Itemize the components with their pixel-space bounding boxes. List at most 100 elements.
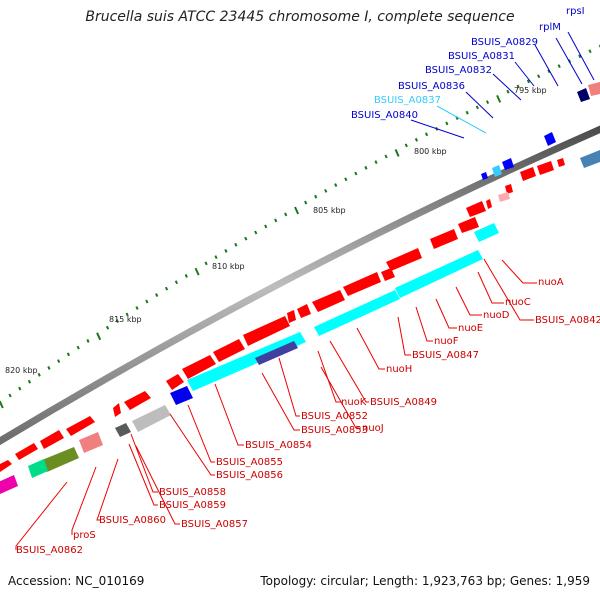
kbp-tick xyxy=(588,49,592,54)
kbp-tick xyxy=(66,352,71,357)
kbp-tick xyxy=(145,299,149,304)
forward-strand-genes xyxy=(0,82,600,472)
cog-bar-navy xyxy=(255,341,298,365)
kbp-tick xyxy=(155,293,159,297)
kbp-tick xyxy=(194,267,200,276)
kbp-tick xyxy=(344,177,348,182)
kbp-tick xyxy=(314,194,318,199)
chromosome-backbone xyxy=(0,125,600,446)
cog-bars xyxy=(0,150,600,494)
gene-label-bsuis-a0853: BSUIS_A0853 xyxy=(301,425,368,436)
kbp-tick xyxy=(76,345,80,350)
gene-arrow xyxy=(166,374,184,390)
kbp-tick xyxy=(374,160,378,165)
gene-arrow xyxy=(502,158,514,170)
gene-arrow xyxy=(243,316,290,346)
kbp-tick xyxy=(526,79,531,84)
kbp-tick xyxy=(254,230,258,235)
gene-label-bsuis-a0858: BSUIS_A0858 xyxy=(159,487,226,498)
kbp-tick xyxy=(578,54,582,59)
gene-label-bsuis-a0856: BSUIS_A0856 xyxy=(216,470,283,481)
gene-label-bsuis-a0855: BSUIS_A0855 xyxy=(216,457,283,468)
map-title: Brucella suis ATCC 23445 chromosome I, c… xyxy=(85,9,515,25)
kbp-tick xyxy=(364,165,368,170)
cog-bar-blue xyxy=(170,386,193,405)
kbp-tick xyxy=(496,94,502,103)
gene-arrow xyxy=(466,201,486,217)
cog-bar-darkgray xyxy=(115,423,131,437)
gene-arrow xyxy=(577,88,590,102)
kbp-tick xyxy=(414,137,419,142)
gene-label-bsuis-a0831: BSUIS_A0831 xyxy=(448,51,515,62)
kbp-tick xyxy=(274,218,278,223)
kbp-tick xyxy=(86,339,90,343)
cog-bar-magenta xyxy=(0,475,18,494)
kbp-tick xyxy=(475,105,479,110)
gene-arrow xyxy=(386,248,422,271)
gene-label-nuoA: nuoA xyxy=(538,277,564,288)
kbp-tick xyxy=(57,359,61,364)
kbp-tick xyxy=(204,261,208,266)
cog-bar-cyan xyxy=(395,250,483,298)
kbp-tick xyxy=(37,372,41,377)
kbp-tick xyxy=(547,69,551,74)
cog-bar-green xyxy=(28,459,48,478)
kbp-tick xyxy=(125,312,129,317)
kbp-tick xyxy=(264,224,268,229)
gene-arrow xyxy=(40,430,64,449)
kbp-tick xyxy=(445,121,449,126)
gene-arrow xyxy=(213,339,245,362)
gene-label-bsuis-a0842: BSUIS_A0842 xyxy=(535,315,600,326)
gene-label-nuoJ: nuoJ xyxy=(362,423,384,434)
gene-arrow xyxy=(544,132,556,146)
kbp-tick xyxy=(47,366,51,370)
gene-arrow xyxy=(113,403,121,417)
kbp-tick xyxy=(164,286,169,291)
kbp-tick xyxy=(334,183,338,187)
gene-arrow xyxy=(557,158,565,167)
scale-label: 800 kbp xyxy=(414,147,447,156)
gene-label-bsuis-a0859: BSUIS_A0859 xyxy=(159,500,226,511)
scale-label: 795 kbp xyxy=(514,86,547,95)
kbp-tick xyxy=(506,89,510,94)
kbp-tick xyxy=(174,280,179,285)
scale-label: 820 kbp xyxy=(5,366,38,375)
cog-bar-cyan xyxy=(314,290,400,336)
gene-arrow xyxy=(343,272,381,296)
cog-bar-olive xyxy=(42,447,79,472)
gene-label-bsuis-a0854: BSUIS_A0854 xyxy=(245,440,312,451)
kbp-tick xyxy=(27,379,32,384)
kbp-tick xyxy=(115,319,119,323)
gene-arrow xyxy=(287,310,296,323)
scale-labels: 795 kbp 800 kbp 805 kbp 810 kbp 815 kbp … xyxy=(5,86,547,375)
gene-arrow xyxy=(182,355,216,379)
kbp-tick xyxy=(465,110,469,115)
kbp-tick xyxy=(557,64,561,69)
accession-text: Accession: NC_010169 xyxy=(8,574,145,588)
cog-bar-gray xyxy=(132,405,171,432)
gene-label-nuoC: nuoC xyxy=(505,297,531,308)
kbp-tick xyxy=(184,274,188,278)
gene-label-nuoF: nuoF xyxy=(434,336,459,347)
gene-arrow xyxy=(588,82,600,96)
gene-label-proS: proS xyxy=(73,530,96,541)
kbp-tick xyxy=(516,84,520,89)
kbp-tick xyxy=(384,154,388,159)
gene-label-nuoK: nuoK xyxy=(341,397,367,408)
gene-arrow xyxy=(430,229,458,249)
label-leader-lines xyxy=(15,31,595,550)
gene-label-bsuis-a0857: BSUIS_A0857 xyxy=(181,519,248,530)
kbp-tick xyxy=(96,332,102,341)
kbp-tick xyxy=(0,400,4,409)
gene-arrow xyxy=(505,184,513,194)
kbp-tick xyxy=(394,149,400,157)
kbp-tick xyxy=(294,206,300,215)
kbp-tick xyxy=(18,386,22,391)
kbp-tick xyxy=(304,200,308,205)
gene-label-bsuis-a0849: BSUIS_A0849 xyxy=(370,397,437,408)
scale-label: 805 kbp xyxy=(313,206,346,215)
kbp-tick xyxy=(485,100,490,105)
gene-label-bsuis-a0847: BSUIS_A0847 xyxy=(412,350,479,361)
cog-bar-steel xyxy=(580,150,600,168)
